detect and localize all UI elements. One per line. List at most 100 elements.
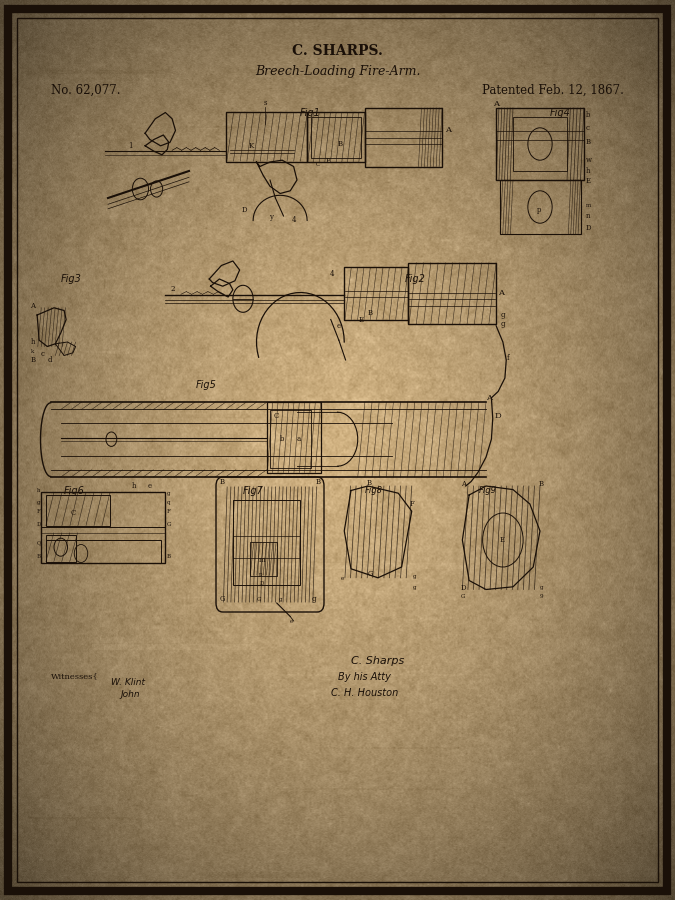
Text: Fig5: Fig5 (196, 380, 217, 391)
Text: 4: 4 (329, 270, 334, 278)
Text: b: b (280, 435, 285, 443)
Text: C. H. Houston: C. H. Houston (331, 688, 398, 698)
Text: By his Atty: By his Atty (338, 671, 390, 682)
Text: F: F (167, 509, 171, 514)
Bar (250, 542, 277, 576)
Text: y: y (269, 212, 273, 220)
Text: e: e (147, 482, 151, 490)
Text: John: John (120, 690, 140, 699)
Text: 9: 9 (540, 595, 543, 599)
Text: 4: 4 (292, 216, 296, 224)
Text: F: F (410, 500, 414, 508)
Text: g: g (413, 586, 416, 590)
Text: B: B (37, 554, 41, 559)
Text: E: E (586, 176, 591, 184)
Text: A: A (461, 480, 466, 488)
Text: g: g (167, 491, 170, 496)
Text: E: E (359, 316, 364, 324)
Bar (307, 112, 364, 162)
Text: Fig8: Fig8 (364, 486, 383, 495)
Text: B: B (167, 554, 171, 559)
Text: Witnesses{: Witnesses{ (51, 673, 99, 680)
Text: b: b (586, 111, 591, 119)
Text: w: w (586, 156, 592, 164)
Text: B: B (30, 356, 35, 364)
Text: c: c (40, 349, 45, 357)
Text: C. Sharps: C. Sharps (351, 656, 404, 667)
Text: Fig4: Fig4 (550, 107, 571, 118)
Text: h: h (586, 166, 591, 175)
Text: d: d (47, 356, 52, 364)
Text: Fig3: Fig3 (61, 274, 82, 284)
Text: g: g (501, 320, 506, 328)
Text: g: g (279, 598, 282, 602)
Text: g: g (37, 500, 40, 505)
Text: A: A (446, 126, 452, 134)
Bar (310, 117, 361, 158)
Text: Q: Q (37, 541, 41, 545)
Text: E: E (500, 536, 504, 544)
Text: Fig7: Fig7 (243, 485, 264, 496)
Text: A: A (486, 394, 492, 402)
Text: D: D (494, 412, 501, 420)
Text: C: C (273, 412, 279, 420)
Text: Breech-Loading Fire-Arm.: Breech-Loading Fire-Arm. (254, 65, 421, 77)
Text: g: g (312, 595, 317, 603)
Text: g: g (501, 310, 506, 319)
Text: D: D (586, 223, 591, 231)
Text: h: h (132, 482, 136, 490)
Bar (500, 180, 580, 234)
Text: G: G (368, 570, 373, 578)
Bar (344, 267, 408, 320)
Text: F: F (37, 509, 41, 514)
Text: e: e (290, 619, 294, 624)
Text: A: A (493, 100, 499, 108)
Text: e: e (336, 321, 340, 329)
Text: D: D (37, 523, 42, 527)
Text: G: G (256, 598, 261, 602)
Text: D: D (461, 583, 466, 591)
Text: 2: 2 (170, 284, 175, 292)
Bar (46, 495, 110, 526)
Bar (496, 108, 584, 180)
Bar (46, 535, 76, 562)
Text: K: K (248, 141, 254, 149)
Text: s: s (263, 99, 267, 107)
Bar (408, 263, 496, 324)
Text: g: g (413, 574, 416, 579)
Bar (233, 500, 300, 585)
Text: B: B (586, 138, 591, 146)
Text: k: k (30, 349, 34, 354)
Text: e: e (341, 577, 344, 581)
Text: Fig1: Fig1 (300, 107, 321, 118)
Text: 1: 1 (128, 141, 133, 149)
Text: Fig6: Fig6 (64, 485, 85, 496)
Text: g: g (540, 586, 543, 590)
Text: C: C (71, 508, 76, 517)
Text: B: B (219, 478, 224, 486)
Text: c: c (586, 124, 590, 132)
Text: p: p (259, 572, 263, 577)
Text: G: G (219, 595, 225, 603)
Bar (513, 117, 567, 171)
Text: E: E (326, 157, 331, 165)
Text: Fig2: Fig2 (405, 274, 426, 284)
Bar (270, 410, 310, 468)
Text: B: B (368, 309, 373, 317)
Text: G: G (461, 595, 465, 599)
Text: f: f (506, 354, 509, 362)
Text: B: B (316, 478, 321, 486)
Bar (226, 112, 307, 162)
Text: q: q (167, 500, 170, 505)
Text: n: n (586, 212, 591, 220)
Bar (46, 540, 161, 562)
Text: m: m (586, 203, 591, 208)
Text: h: h (30, 338, 35, 346)
Text: D: D (242, 205, 247, 213)
Bar (40, 492, 165, 562)
Text: B: B (367, 479, 371, 487)
Text: No. 62,077.: No. 62,077. (51, 84, 120, 96)
Text: D: D (259, 581, 264, 586)
Text: G: G (167, 523, 171, 527)
Text: a: a (297, 435, 301, 443)
